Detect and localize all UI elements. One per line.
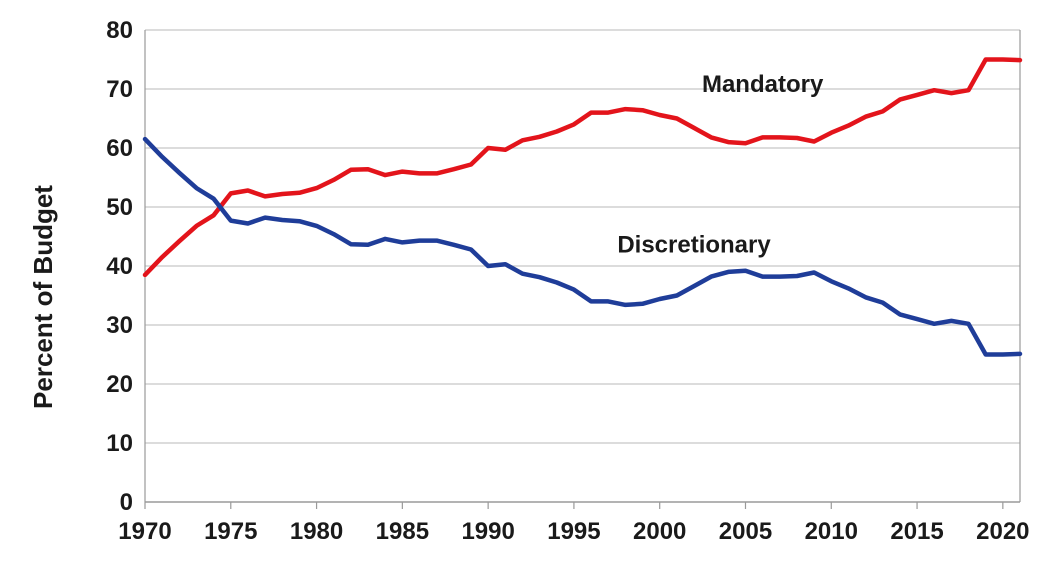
y-tick-label: 70 bbox=[106, 76, 133, 103]
x-tick-label: 1975 bbox=[204, 518, 257, 545]
x-tick-label: 1980 bbox=[290, 518, 343, 545]
y-tick-label: 80 bbox=[106, 17, 133, 44]
y-tick-label: 0 bbox=[120, 489, 133, 516]
x-tick-label: 2010 bbox=[805, 518, 858, 545]
y-tick-label: 20 bbox=[106, 371, 133, 398]
series-line-mandatory bbox=[142, 57, 1023, 278]
x-tick-labels: 1970 1975 1980 1985 1990 1995 2000 2005 2010 2015… bbox=[118, 518, 1029, 545]
annotation-discretionary: Discretionary bbox=[617, 231, 771, 258]
x-tick-label: 2005 bbox=[719, 518, 772, 545]
y-axis-label: Percent of Budget bbox=[28, 185, 58, 409]
x-tick-label: 2000 bbox=[633, 518, 686, 545]
y-tick-labels: 0 10 20 30 40 50 60 70 80 bbox=[106, 17, 133, 516]
x-tick-label: 1995 bbox=[547, 518, 600, 545]
y-tick-label: 10 bbox=[106, 430, 133, 457]
y-tick-label: 40 bbox=[106, 253, 133, 280]
axes bbox=[144, 30, 1021, 509]
y-tick-label: 30 bbox=[106, 312, 133, 339]
gridlines bbox=[145, 29, 1020, 444]
x-tick-label: 1990 bbox=[461, 518, 514, 545]
series-annotations: Mandatory Discretionary bbox=[617, 71, 824, 258]
annotation-mandatory: Mandatory bbox=[702, 71, 824, 98]
x-tick-label: 2015 bbox=[890, 518, 943, 545]
x-tick-label: 1970 bbox=[118, 518, 171, 545]
x-tick-label: 2020 bbox=[976, 518, 1029, 545]
y-tick-label: 50 bbox=[106, 194, 133, 221]
x-tick-label: 1985 bbox=[376, 518, 429, 545]
series-line-discretionary bbox=[142, 136, 1023, 357]
y-tick-label: 60 bbox=[106, 135, 133, 162]
series-lines bbox=[142, 57, 1023, 357]
